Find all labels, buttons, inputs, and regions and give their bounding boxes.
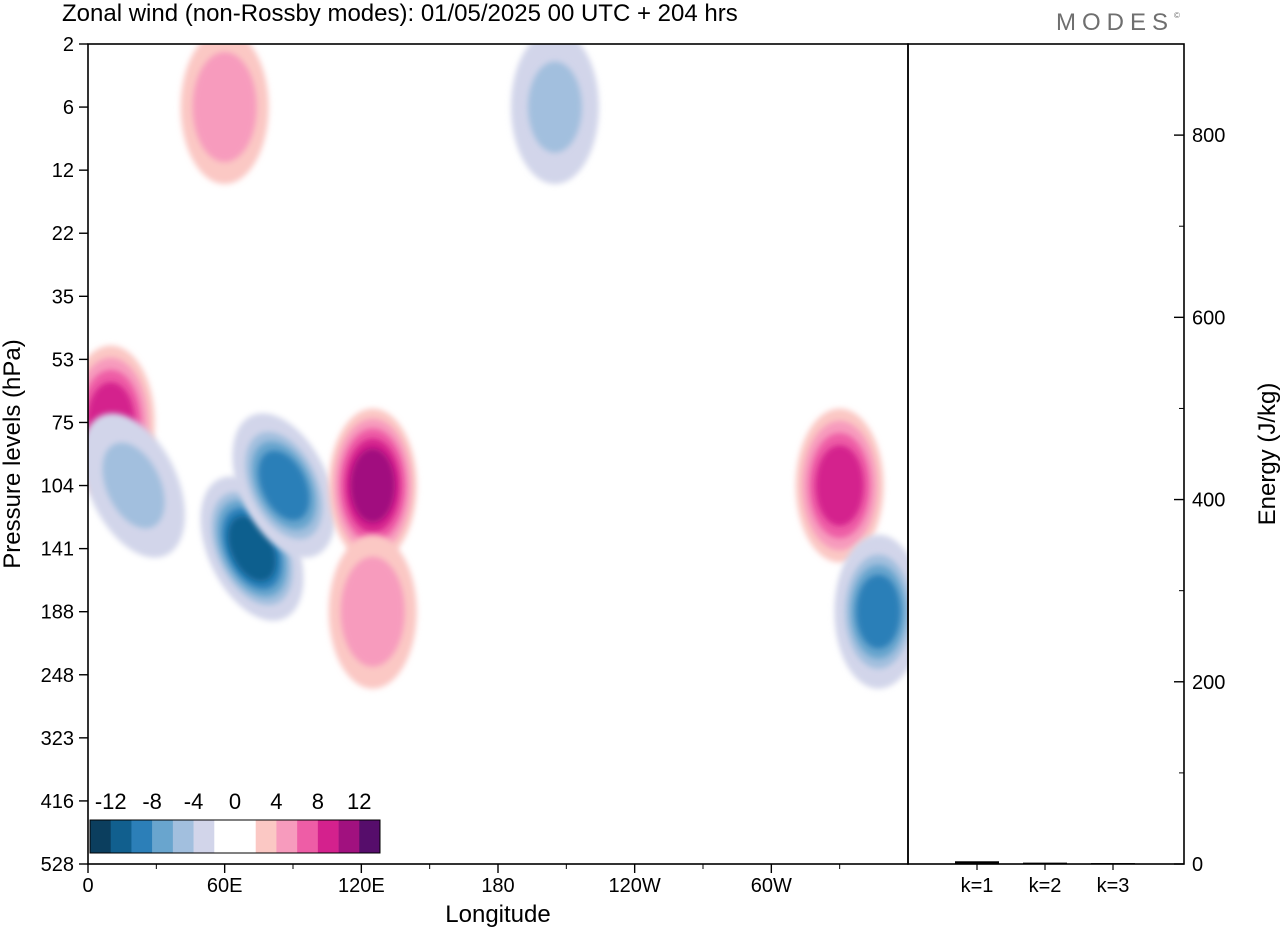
energy-tick-label: 200 (1192, 672, 1225, 694)
x-tick-label: 120E (338, 875, 385, 897)
colorbar-label: -12 (95, 789, 127, 814)
energy-bar (1023, 862, 1067, 864)
wind-contour (102, 442, 165, 529)
colorbar: -12 -8 -4 0 4 8 12 (89, 789, 381, 854)
y-tick-label: 53 (52, 349, 74, 371)
colorbar-cell (110, 820, 132, 853)
energy-category-label: k=3 (1097, 875, 1130, 897)
y-tick-label: 75 (52, 412, 74, 434)
y-tick-label: 35 (52, 286, 74, 308)
y-axis-label: Pressure levels (hPa) (0, 339, 26, 568)
x-tick-label: 120W (609, 875, 661, 897)
energy-panel: 0 200 400 600 800 k=1 k=2 k=3 Energy (J/kg) (907, 43, 1280, 897)
energy-tick-label: 400 (1192, 490, 1225, 512)
colorbar-labels: -12 -8 -4 0 4 8 12 (95, 789, 372, 814)
x-tick-label: 60W (751, 875, 792, 897)
wind-contour (340, 556, 405, 667)
energy-category-label: k=2 (1029, 875, 1062, 897)
energy-axis-label: Energy (J/kg) (1254, 383, 1280, 526)
energy-y-axis: 0 200 400 600 800 (1174, 43, 1225, 876)
logo-mark: © (1174, 11, 1180, 20)
colorbar-cell (297, 820, 319, 853)
y-tick-label: 2 (63, 34, 74, 56)
x-axis-label: Longitude (445, 901, 550, 928)
y-tick-label: 6 (63, 97, 74, 119)
energy-frame (907, 43, 1185, 865)
y-tick-label: 323 (41, 728, 74, 750)
y-tick-label: 188 (41, 602, 74, 624)
energy-bars (955, 861, 1135, 865)
colorbar-label: 12 (347, 789, 371, 814)
y-tick-label: 141 (41, 539, 74, 561)
y-tick-label: 22 (52, 223, 74, 245)
colorbar-frame (89, 819, 381, 854)
colorbar-cells (90, 820, 381, 853)
colorbar-cell (193, 820, 215, 853)
colorbar-cell (131, 820, 153, 853)
chart-title: Zonal wind (non-Rossby modes): 01/05/202… (62, 0, 738, 27)
y-axis: 2 6 12 22 35 53 75 104 141 188 248 323 416 528 (41, 34, 88, 876)
energy-tick-label: 800 (1192, 125, 1225, 147)
wind-contours (88, 44, 908, 689)
y-tick-label: 248 (41, 665, 74, 687)
x-tick-label: 180 (481, 875, 514, 897)
colorbar-cell (359, 820, 381, 853)
colorbar-cell (214, 820, 236, 853)
wind-contour (258, 450, 310, 521)
wind-contour (528, 61, 582, 153)
y-tick-label: 416 (41, 791, 74, 813)
wind-contour (350, 448, 395, 523)
y-tick-label: 12 (52, 160, 74, 182)
x-tick-label: 0 (82, 875, 93, 897)
x-axis: 0 60E 120E 180 120W 60W (82, 864, 841, 897)
colorbar-cell (276, 820, 298, 853)
energy-category-label: k=1 (961, 875, 994, 897)
colorbar-cell (172, 820, 194, 853)
colorbar-cell (90, 820, 112, 853)
x-tick-label: 60E (207, 875, 243, 897)
wind-contour (815, 445, 864, 526)
wind-contour (192, 52, 257, 163)
energy-tick-label: 600 (1192, 307, 1225, 329)
colorbar-label: -4 (184, 789, 204, 814)
colorbar-cell (255, 820, 277, 853)
colorbar-cell (317, 820, 339, 853)
colorbar-cell (235, 820, 257, 853)
energy-x-axis: k=1 k=2 k=3 (961, 864, 1130, 897)
colorbar-label: -8 (142, 789, 162, 814)
wind-contour (856, 574, 901, 649)
logo-text: MODES (1056, 9, 1175, 36)
colorbar-cell (338, 820, 360, 853)
energy-bar (955, 861, 999, 864)
hovmoller-plot: 0 60E 120E 180 120W 60W 2 6 12 22 35 53 75 104 141 188… (0, 34, 909, 928)
colorbar-label: 8 (312, 789, 324, 814)
y-tick-label: 104 (41, 476, 74, 498)
colorbar-label: 4 (270, 789, 282, 814)
y-tick-label: 528 (41, 854, 74, 876)
colorbar-label: 0 (229, 789, 241, 814)
modes-logo: MODES© (1056, 9, 1180, 37)
colorbar-cell (152, 820, 174, 853)
energy-bar (1091, 863, 1135, 865)
energy-tick-label: 0 (1192, 854, 1203, 876)
